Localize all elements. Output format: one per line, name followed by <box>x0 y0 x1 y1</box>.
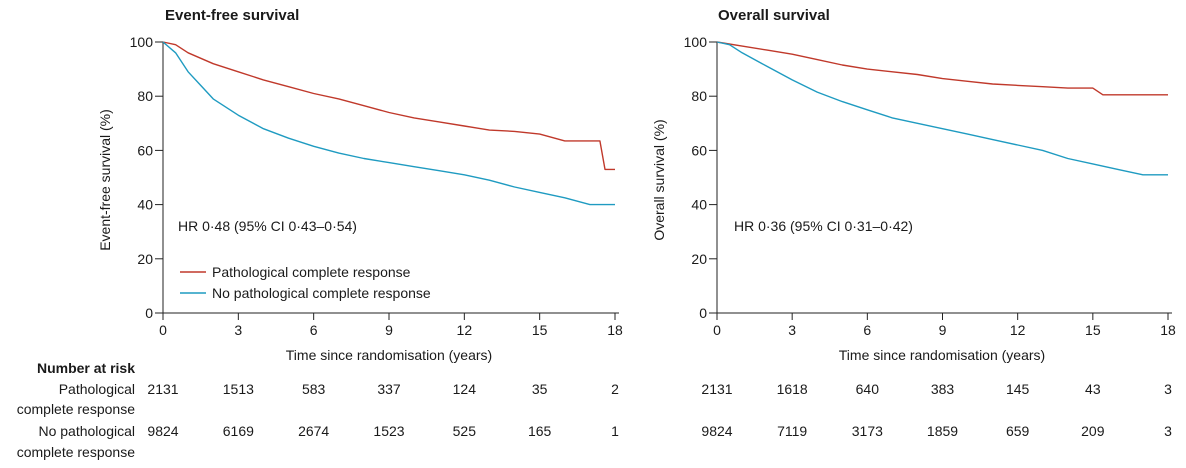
y-tick-label: 20 <box>691 251 707 267</box>
event-free-survival-panel: Event-free survival Event-free survival … <box>97 7 623 363</box>
x-tick-label: 9 <box>385 322 393 338</box>
legend-label-no-pcr: No pathological complete response <box>212 285 431 301</box>
x-axis-label: Time since randomisation (years) <box>839 347 1045 363</box>
risk-row-label-no-pcr-line1: No pathological <box>38 423 135 439</box>
risk-value: 3 <box>1164 381 1172 397</box>
risk-value: 7119 <box>777 423 807 439</box>
risk-row-label-pcr-line2: complete response <box>17 401 136 417</box>
y-tick-label: 60 <box>691 142 707 158</box>
risk-value: 9824 <box>701 423 732 439</box>
risk-value: 1513 <box>223 381 254 397</box>
risk-value: 165 <box>528 423 552 439</box>
x-tick-label: 6 <box>863 322 871 338</box>
series-line-no-pcr <box>716 41 1168 176</box>
x-tick-label: 3 <box>234 322 242 338</box>
x-axis-label: Time since randomisation (years) <box>286 347 492 363</box>
risk-value: 337 <box>377 381 401 397</box>
chart-title: Overall survival <box>718 7 830 24</box>
x-tick-label: 18 <box>1160 322 1176 338</box>
hazard-ratio-annotation: HR 0·36 (95% CI 0·31–0·42) <box>734 218 913 234</box>
risk-value: 209 <box>1081 423 1105 439</box>
series-line-pcr <box>716 41 1168 96</box>
risk-value: 1523 <box>373 423 404 439</box>
x-tick-label: 6 <box>310 322 318 338</box>
chart-title: Event-free survival <box>165 7 299 24</box>
risk-value: 2131 <box>147 381 178 397</box>
risk-value: 659 <box>1006 423 1030 439</box>
y-tick-label: 100 <box>684 34 708 50</box>
risk-value: 583 <box>302 381 326 397</box>
risk-value: 9824 <box>147 423 178 439</box>
y-tick-label: 80 <box>137 88 153 104</box>
risk-value: 6169 <box>223 423 254 439</box>
y-tick-label: 100 <box>130 34 154 50</box>
y-tick-label: 40 <box>137 197 153 213</box>
x-tick-label: 15 <box>532 322 548 338</box>
y-tick-label: 40 <box>691 197 707 213</box>
risk-value: 1618 <box>777 381 808 397</box>
risk-row-label-pcr-line1: Pathological <box>59 381 135 397</box>
risk-value: 43 <box>1085 381 1101 397</box>
risk-table-header: Number at risk <box>37 360 135 376</box>
y-tick-label: 20 <box>137 251 153 267</box>
x-tick-label: 12 <box>457 322 473 338</box>
risk-value: 2 <box>611 381 619 397</box>
x-tick-label: 15 <box>1085 322 1101 338</box>
risk-value: 145 <box>1006 381 1030 397</box>
hazard-ratio-annotation: HR 0·48 (95% CI 0·43–0·54) <box>178 218 357 234</box>
legend-label-pcr: Pathological complete response <box>212 264 411 280</box>
y-tick-label: 0 <box>699 305 707 321</box>
y-tick-label: 60 <box>137 142 153 158</box>
series-line-no-pcr <box>162 41 615 206</box>
risk-value: 1 <box>611 423 619 439</box>
risk-value: 640 <box>856 381 880 397</box>
risk-value: 124 <box>453 381 477 397</box>
y-tick-label: 80 <box>691 88 707 104</box>
x-tick-label: 12 <box>1010 322 1026 338</box>
y-axis-label: Event-free survival (%) <box>97 109 113 251</box>
y-axis-label: Overall survival (%) <box>651 119 667 240</box>
x-tick-label: 9 <box>939 322 947 338</box>
x-tick-label: 0 <box>713 322 721 338</box>
overall-survival-panel: Overall survival Overall survival (%) Ti… <box>651 7 1176 363</box>
risk-row-label-no-pcr-line2: complete response <box>17 444 136 460</box>
x-tick-label: 0 <box>159 322 167 338</box>
risk-value: 3173 <box>852 423 883 439</box>
y-tick-label: 0 <box>145 305 153 321</box>
x-tick-label: 18 <box>607 322 623 338</box>
risk-value: 2131 <box>701 381 732 397</box>
series-line-pcr <box>162 41 615 171</box>
number-at-risk-table: Number at risk Pathological complete res… <box>17 360 1172 460</box>
risk-value: 3 <box>1164 423 1172 439</box>
x-tick-label: 3 <box>788 322 796 338</box>
risk-value: 525 <box>453 423 477 439</box>
risk-value: 2674 <box>298 423 329 439</box>
risk-value: 1859 <box>927 423 958 439</box>
risk-value: 383 <box>931 381 955 397</box>
risk-value: 35 <box>532 381 548 397</box>
